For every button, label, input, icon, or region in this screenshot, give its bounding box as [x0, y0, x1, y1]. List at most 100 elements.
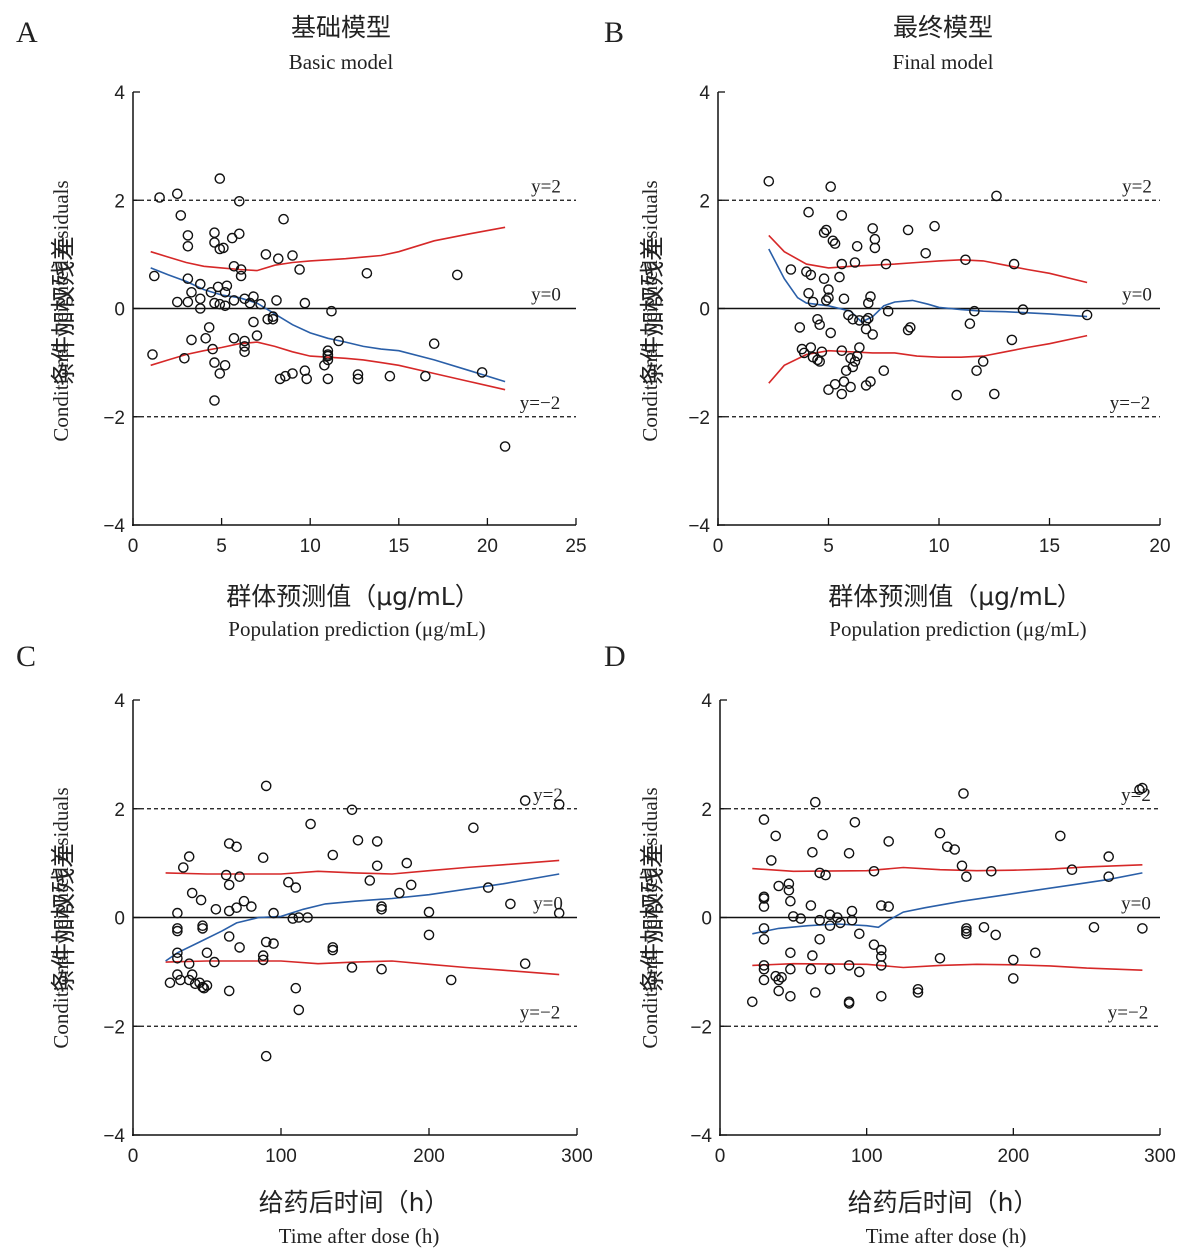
panel-a-data-point	[186, 334, 197, 346]
panel-d-data-point	[785, 947, 796, 959]
panel-a-data-point	[476, 367, 488, 378]
panel-a-data-point	[219, 359, 231, 371]
panel-a-data-point	[326, 305, 337, 317]
panel-d-data-point	[820, 869, 831, 881]
panel-a-y-tick-label: 2	[114, 191, 125, 212]
panel-b-data-point	[823, 284, 834, 295]
panel-d-data-point	[843, 998, 855, 1009]
panel-c-x-tick-label: 200	[413, 1146, 445, 1167]
panel-b-data-point	[863, 312, 874, 324]
panel-a-xlabel: 群体预测值（μg/mL）	[226, 582, 479, 611]
panel-c-xlabel: 给药后时间（h）	[259, 1188, 450, 1217]
panel-b-data-point	[964, 318, 976, 330]
panel-b-x-tick-label: 20	[1149, 536, 1170, 557]
panel-a-data-point	[248, 316, 259, 328]
panel-c-data-point	[268, 938, 279, 949]
panel-a-data-point	[209, 395, 220, 406]
panel-d-upper-line	[752, 864, 1143, 873]
panel-d-data-point	[990, 929, 1002, 941]
panel-a-data-point	[233, 228, 245, 240]
panel-d-data-point	[1055, 830, 1066, 842]
panel-d-data-point	[986, 866, 997, 877]
panel-a-x-tick-label: 10	[300, 536, 321, 557]
panel-d-data-point	[810, 796, 821, 808]
panel-c-data-point	[327, 944, 339, 956]
panel-c-data-point	[220, 869, 232, 881]
panel-c-data-point	[223, 879, 235, 891]
panel-c-ylabel: 条件加权残差	[49, 843, 78, 993]
panel-b-ref-label: y=0	[1122, 285, 1152, 306]
panel-b-data-point	[836, 258, 848, 270]
panel-a-data-point	[352, 369, 364, 380]
panel-d-data-point	[758, 934, 770, 945]
panel-a-data-point	[248, 291, 259, 302]
panel-c-data-point	[376, 901, 387, 912]
panel-a-data-point	[251, 330, 263, 341]
panel-c-data-point	[293, 1004, 305, 1016]
panel-c-data-point	[505, 898, 516, 910]
panel-d-data-point	[876, 991, 887, 1002]
panel-b-data-point	[825, 181, 837, 192]
panel-a-data-point	[239, 341, 250, 352]
panel-c-data-point	[210, 904, 222, 915]
panel-b-data-point	[818, 273, 830, 285]
panel-a-data-point	[194, 303, 206, 314]
panel-d-data-point	[912, 987, 924, 998]
panel-a-upper-line	[150, 226, 506, 272]
panel-b-data-point	[951, 389, 963, 401]
panel-a-data-point	[171, 188, 183, 200]
panel-a-data-point	[267, 313, 279, 325]
panel-a-data-point	[228, 332, 240, 344]
panel-a-x-tick-label: 20	[477, 536, 498, 557]
panel-a-data-point	[203, 322, 215, 333]
panel-c-data-point	[177, 862, 189, 873]
panel-d-x-tick-label: 100	[851, 1146, 883, 1167]
panel-a-data-point	[209, 237, 220, 248]
panel-c-data-point	[186, 887, 198, 899]
panel-c-data-point	[197, 923, 208, 934]
panel-c-data-point	[175, 974, 186, 986]
panel-d-data-point	[843, 960, 855, 971]
panel-c-data-point	[231, 902, 242, 914]
panel-d-ylabel: 条件加权残差	[638, 843, 667, 993]
panel-a-plot: 420−2−40 5 10 15 20 25y=2y=0y=−2	[103, 83, 586, 557]
panel-a-data-point	[274, 373, 286, 385]
panel-c-data-point	[183, 851, 195, 862]
panel-a-data-point	[322, 349, 334, 360]
panel-d-data-point	[785, 895, 796, 907]
panel-d-data-point	[1103, 851, 1114, 862]
panel-c-data-point	[482, 882, 494, 893]
panel-d-data-point	[1030, 947, 1041, 959]
panel-c-data-point	[290, 982, 302, 994]
panel-a-data-point	[255, 298, 266, 310]
panel-c-data-point	[257, 954, 269, 966]
panel-b-data-point	[860, 323, 872, 335]
panel-c-data-point	[283, 876, 294, 888]
panel-d-data-point	[814, 867, 826, 879]
panel-d-xlabel-en: Time after dose (h)	[866, 1224, 1027, 1248]
panel-c-y-tick-label: −2	[103, 1017, 125, 1038]
panel-a: A 基础模型 Basic model 条件加权残差 Conditional we…	[16, 13, 587, 641]
panel-b-data-point	[798, 347, 810, 359]
panel-b-data-point	[960, 254, 971, 266]
panel-b-data-point	[816, 346, 828, 358]
panel-a-data-point	[205, 286, 217, 298]
panel-c-data-point	[519, 958, 531, 970]
panel-c-data-point	[234, 871, 245, 883]
panel-d-data-point	[1103, 871, 1114, 883]
panel-c-data-point	[445, 974, 457, 986]
panel-d-y-tick-label: −4	[690, 1126, 712, 1147]
panel-d-x-tick-label: 300	[1144, 1146, 1176, 1167]
panel-b-data-point	[929, 220, 940, 232]
panel-c-data-point	[405, 879, 417, 891]
panel-d-data-point	[773, 974, 785, 986]
panel-d-data-point	[843, 848, 855, 859]
panel-a-data-point	[287, 368, 298, 379]
panel-d-data-point	[747, 996, 758, 1008]
panel-b-data-point	[865, 291, 876, 302]
panel-b-y-tick-label: −2	[688, 408, 710, 429]
panel-a-y-tick-label: 0	[114, 300, 125, 321]
panel-d-data-point	[758, 923, 770, 934]
panel-d-data-point	[854, 928, 865, 940]
